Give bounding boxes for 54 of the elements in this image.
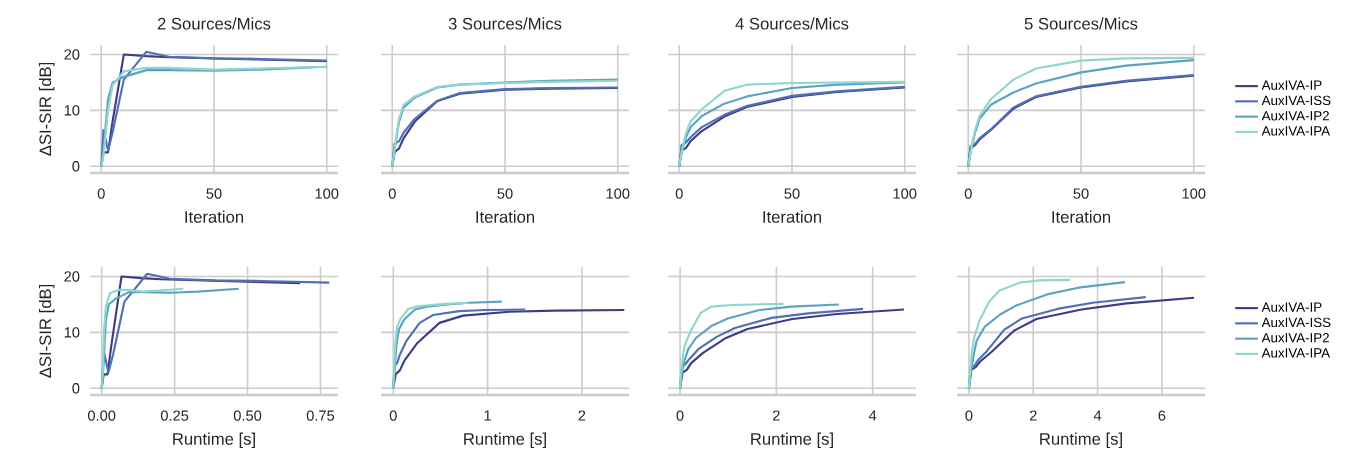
x-tick-label: 4 <box>1093 410 1102 421</box>
x-axis-title: Iteration <box>476 210 535 223</box>
legend-label: AuxIVA-IP2 <box>1261 111 1329 121</box>
x-tick-label: 2 <box>773 410 780 421</box>
x-axis-title: Iteration <box>185 210 244 223</box>
x-tick-label: 0.50 <box>233 410 262 421</box>
x-axis-title: Runtime [s] <box>1040 432 1122 449</box>
x-tick-label: 0 <box>676 410 684 421</box>
x-tick-label: 50 <box>1073 188 1089 199</box>
legend-label: AuxIVA-IPA <box>1261 126 1331 136</box>
y-tick-label: 20 <box>64 49 80 60</box>
x-axis-title: Iteration <box>1052 210 1111 223</box>
legend-label: AuxIVA-ISS <box>1261 317 1331 328</box>
x-tick-label: 0.25 <box>160 410 189 421</box>
chart-title: 4 Sources/Mics <box>735 17 849 30</box>
legend-label: AuxIVA-IP <box>1261 302 1322 312</box>
x-axis-title: Runtime [s] <box>173 432 255 449</box>
x-tick-label: 0.75 <box>306 410 335 421</box>
x-axis-title: Iteration <box>763 210 822 223</box>
chart-title: 5 Sources/Mics <box>1024 17 1138 30</box>
y-tick-label: 0 <box>72 161 80 172</box>
y-tick-label: 0 <box>72 383 80 394</box>
x-tick-label: 2 <box>578 410 586 421</box>
y-tick-label: 10 <box>64 327 80 338</box>
x-axis-title: Runtime [s] <box>464 432 546 449</box>
legend-label: AuxIVA-IPA <box>1261 348 1331 358</box>
x-tick-label: 100 <box>315 188 339 199</box>
x-tick-label: 0 <box>389 410 397 421</box>
x-tick-label: 4 <box>868 410 877 421</box>
chart-title: 2 Sources/Mics <box>157 17 271 30</box>
x-tick-label: 0 <box>388 188 396 199</box>
x-tick-label: 50 <box>497 188 513 199</box>
y-axis-title: ΔSI-SIR [dB] <box>38 284 55 378</box>
y-axis-title: ΔSI-SIR [dB] <box>38 62 55 156</box>
x-tick-label: 50 <box>206 188 222 199</box>
x-tick-label: 0 <box>675 188 683 199</box>
x-tick-label: 50 <box>784 188 800 199</box>
x-tick-label: 6 <box>1158 410 1166 421</box>
x-tick-label: 100 <box>893 188 917 199</box>
y-tick-label: 10 <box>64 105 80 116</box>
legend-label: AuxIVA-ISS <box>1261 95 1331 106</box>
x-tick-label: 2 <box>1029 410 1037 421</box>
x-tick-label: 0 <box>965 410 973 421</box>
legend-label: AuxIVA-IP2 <box>1261 333 1329 343</box>
legend-label: AuxIVA-IP <box>1261 80 1322 90</box>
x-tick-label: 0 <box>97 188 105 199</box>
x-tick-label: 100 <box>1182 188 1206 199</box>
y-tick-label: 20 <box>64 271 80 282</box>
x-tick-label: 0.00 <box>87 410 116 421</box>
x-tick-label: 1 <box>484 410 491 421</box>
x-tick-label: 0 <box>964 188 972 199</box>
x-axis-title: Runtime [s] <box>751 432 833 449</box>
chart-title: 3 Sources/Mics <box>448 17 562 30</box>
x-tick-label: 100 <box>606 188 630 199</box>
